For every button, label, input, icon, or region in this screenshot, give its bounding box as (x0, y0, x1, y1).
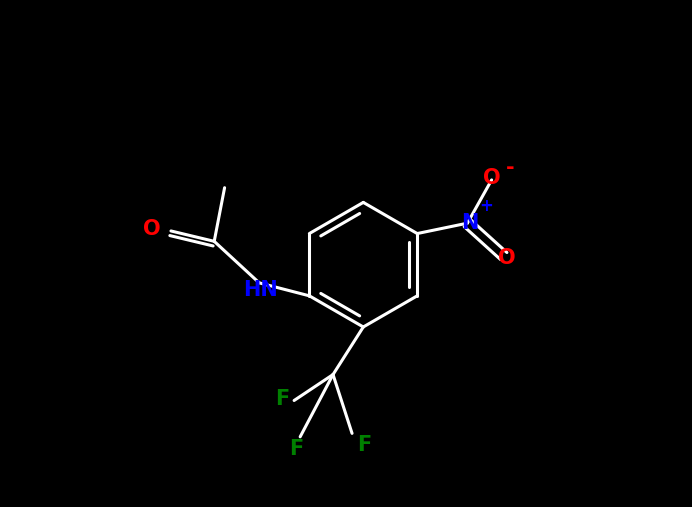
Text: -: - (507, 158, 515, 178)
Text: N: N (462, 213, 479, 233)
Text: F: F (357, 436, 372, 455)
Text: F: F (275, 389, 289, 409)
Text: +: + (480, 197, 493, 215)
Text: O: O (483, 168, 500, 188)
Text: HN: HN (244, 280, 278, 300)
Text: O: O (143, 219, 161, 239)
Text: F: F (289, 439, 304, 459)
Text: O: O (498, 248, 516, 268)
